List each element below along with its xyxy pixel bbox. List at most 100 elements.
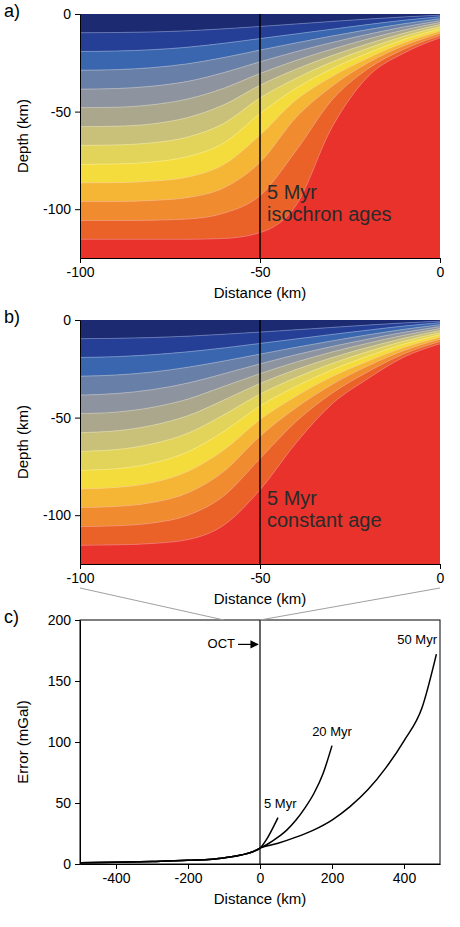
reference-line bbox=[259, 320, 261, 564]
tick: 0 bbox=[63, 6, 80, 22]
tick-label: 200 bbox=[321, 870, 345, 886]
annotation-arrow bbox=[238, 644, 258, 645]
tick-mark bbox=[332, 864, 333, 869]
tick-mark bbox=[75, 681, 80, 682]
tick: -100 bbox=[66, 564, 94, 586]
tick-label: -50 bbox=[250, 264, 270, 280]
tick-label: -200 bbox=[174, 870, 202, 886]
axis-line bbox=[80, 621, 81, 865]
tick: 150 bbox=[48, 673, 80, 689]
reference-line bbox=[259, 620, 260, 864]
tick: -50 bbox=[250, 258, 270, 280]
tick-label: 0 bbox=[63, 312, 71, 328]
y-axis-title: Depth (km) bbox=[14, 405, 31, 479]
tick-mark bbox=[75, 14, 80, 15]
tick-label: -100 bbox=[43, 507, 71, 523]
annotation: isochron ages bbox=[267, 203, 392, 225]
tick-label: 50 bbox=[55, 795, 71, 811]
tick-mark bbox=[80, 258, 81, 263]
tick: -50 bbox=[51, 410, 80, 426]
tick-mark bbox=[75, 418, 80, 419]
y-axis-title: Error (mGal) bbox=[14, 700, 31, 783]
tick: 200 bbox=[48, 612, 80, 628]
axis: -100 -50 0 bbox=[43, 6, 81, 259]
reference-line bbox=[259, 14, 261, 258]
tick-label: -100 bbox=[43, 201, 71, 217]
tick: -100 bbox=[66, 258, 94, 280]
series-line bbox=[80, 746, 332, 863]
panel-label: a) bbox=[4, 1, 20, 21]
tick-mark bbox=[188, 864, 189, 869]
tick: 0 bbox=[257, 864, 265, 886]
tick-mark bbox=[80, 564, 81, 569]
tick-mark bbox=[440, 564, 441, 569]
tick: 100 bbox=[48, 734, 80, 750]
tick-mark bbox=[75, 209, 80, 210]
tick-label: 400 bbox=[393, 870, 417, 886]
tick: -100 bbox=[43, 507, 80, 523]
annotation: 5 Myr bbox=[267, 181, 317, 203]
tick: -50 bbox=[250, 564, 270, 586]
axis: 0 50 100 150 200 bbox=[48, 612, 81, 872]
tick: -400 bbox=[102, 864, 130, 886]
tick: 400 bbox=[393, 864, 417, 886]
tick: -50 bbox=[51, 104, 80, 120]
annotation: 5 Myr bbox=[267, 487, 317, 509]
series-label: 5 Myr bbox=[264, 796, 297, 811]
x-axis-title: Distance (km) bbox=[214, 284, 307, 301]
tick-label: -50 bbox=[250, 570, 270, 586]
tick-mark bbox=[75, 515, 80, 516]
tick-label: -100 bbox=[66, 570, 94, 586]
tick: 200 bbox=[321, 864, 345, 886]
tick-label: 0 bbox=[437, 570, 445, 586]
tick-mark bbox=[260, 564, 261, 569]
axis: -100 -50 0 bbox=[43, 312, 81, 565]
axis-line bbox=[80, 321, 81, 565]
tick-mark bbox=[75, 803, 80, 804]
tick-label: 0 bbox=[63, 6, 71, 22]
tick-mark bbox=[116, 864, 117, 869]
plot-frame bbox=[80, 620, 440, 864]
tick-mark bbox=[75, 864, 80, 865]
tick: -200 bbox=[174, 864, 202, 886]
zoom-line bbox=[260, 588, 440, 620]
tick: 0 bbox=[437, 258, 445, 280]
tick-label: 0 bbox=[63, 856, 71, 872]
tick-mark bbox=[75, 742, 80, 743]
tick: 50 bbox=[55, 795, 80, 811]
tick-label: 100 bbox=[48, 734, 72, 750]
tick-label: -400 bbox=[102, 870, 130, 886]
plot-area bbox=[80, 14, 440, 258]
panel-label: b) bbox=[4, 307, 20, 327]
tick: 0 bbox=[63, 312, 80, 328]
tick-mark bbox=[404, 864, 405, 869]
tick-label: 0 bbox=[437, 264, 445, 280]
tick: 0 bbox=[437, 564, 445, 586]
figure: -100 -50 0 -100 -50 0 Distance (km) Depth (km) a… bbox=[0, 0, 460, 927]
series-line bbox=[80, 818, 278, 863]
tick-mark bbox=[75, 112, 80, 113]
annotation: OCT bbox=[208, 636, 236, 651]
annotation: constant age bbox=[267, 509, 382, 531]
tick-label: -50 bbox=[51, 410, 71, 426]
x-axis-title: Distance (km) bbox=[214, 890, 307, 907]
axis: -400 -200 0 200 400 bbox=[81, 864, 441, 886]
series-label: 20 Myr bbox=[312, 724, 352, 739]
tick-label: 0 bbox=[257, 870, 265, 886]
tick-mark bbox=[75, 320, 80, 321]
zoom-line bbox=[80, 588, 224, 620]
tick-mark bbox=[260, 258, 261, 263]
y-axis-title: Depth (km) bbox=[14, 99, 31, 173]
axis-line bbox=[80, 15, 81, 259]
tick-mark bbox=[260, 864, 261, 869]
panel-label: c) bbox=[4, 607, 19, 627]
axis: -100 -50 0 bbox=[66, 564, 444, 586]
tick: -100 bbox=[43, 201, 80, 217]
tick-label: -50 bbox=[51, 104, 71, 120]
tick-mark bbox=[75, 620, 80, 621]
tick: 0 bbox=[63, 856, 80, 872]
tick-label: -100 bbox=[66, 264, 94, 280]
tick-label: 200 bbox=[48, 612, 72, 628]
x-axis-title: Distance (km) bbox=[214, 590, 307, 607]
plot-area bbox=[80, 320, 440, 564]
